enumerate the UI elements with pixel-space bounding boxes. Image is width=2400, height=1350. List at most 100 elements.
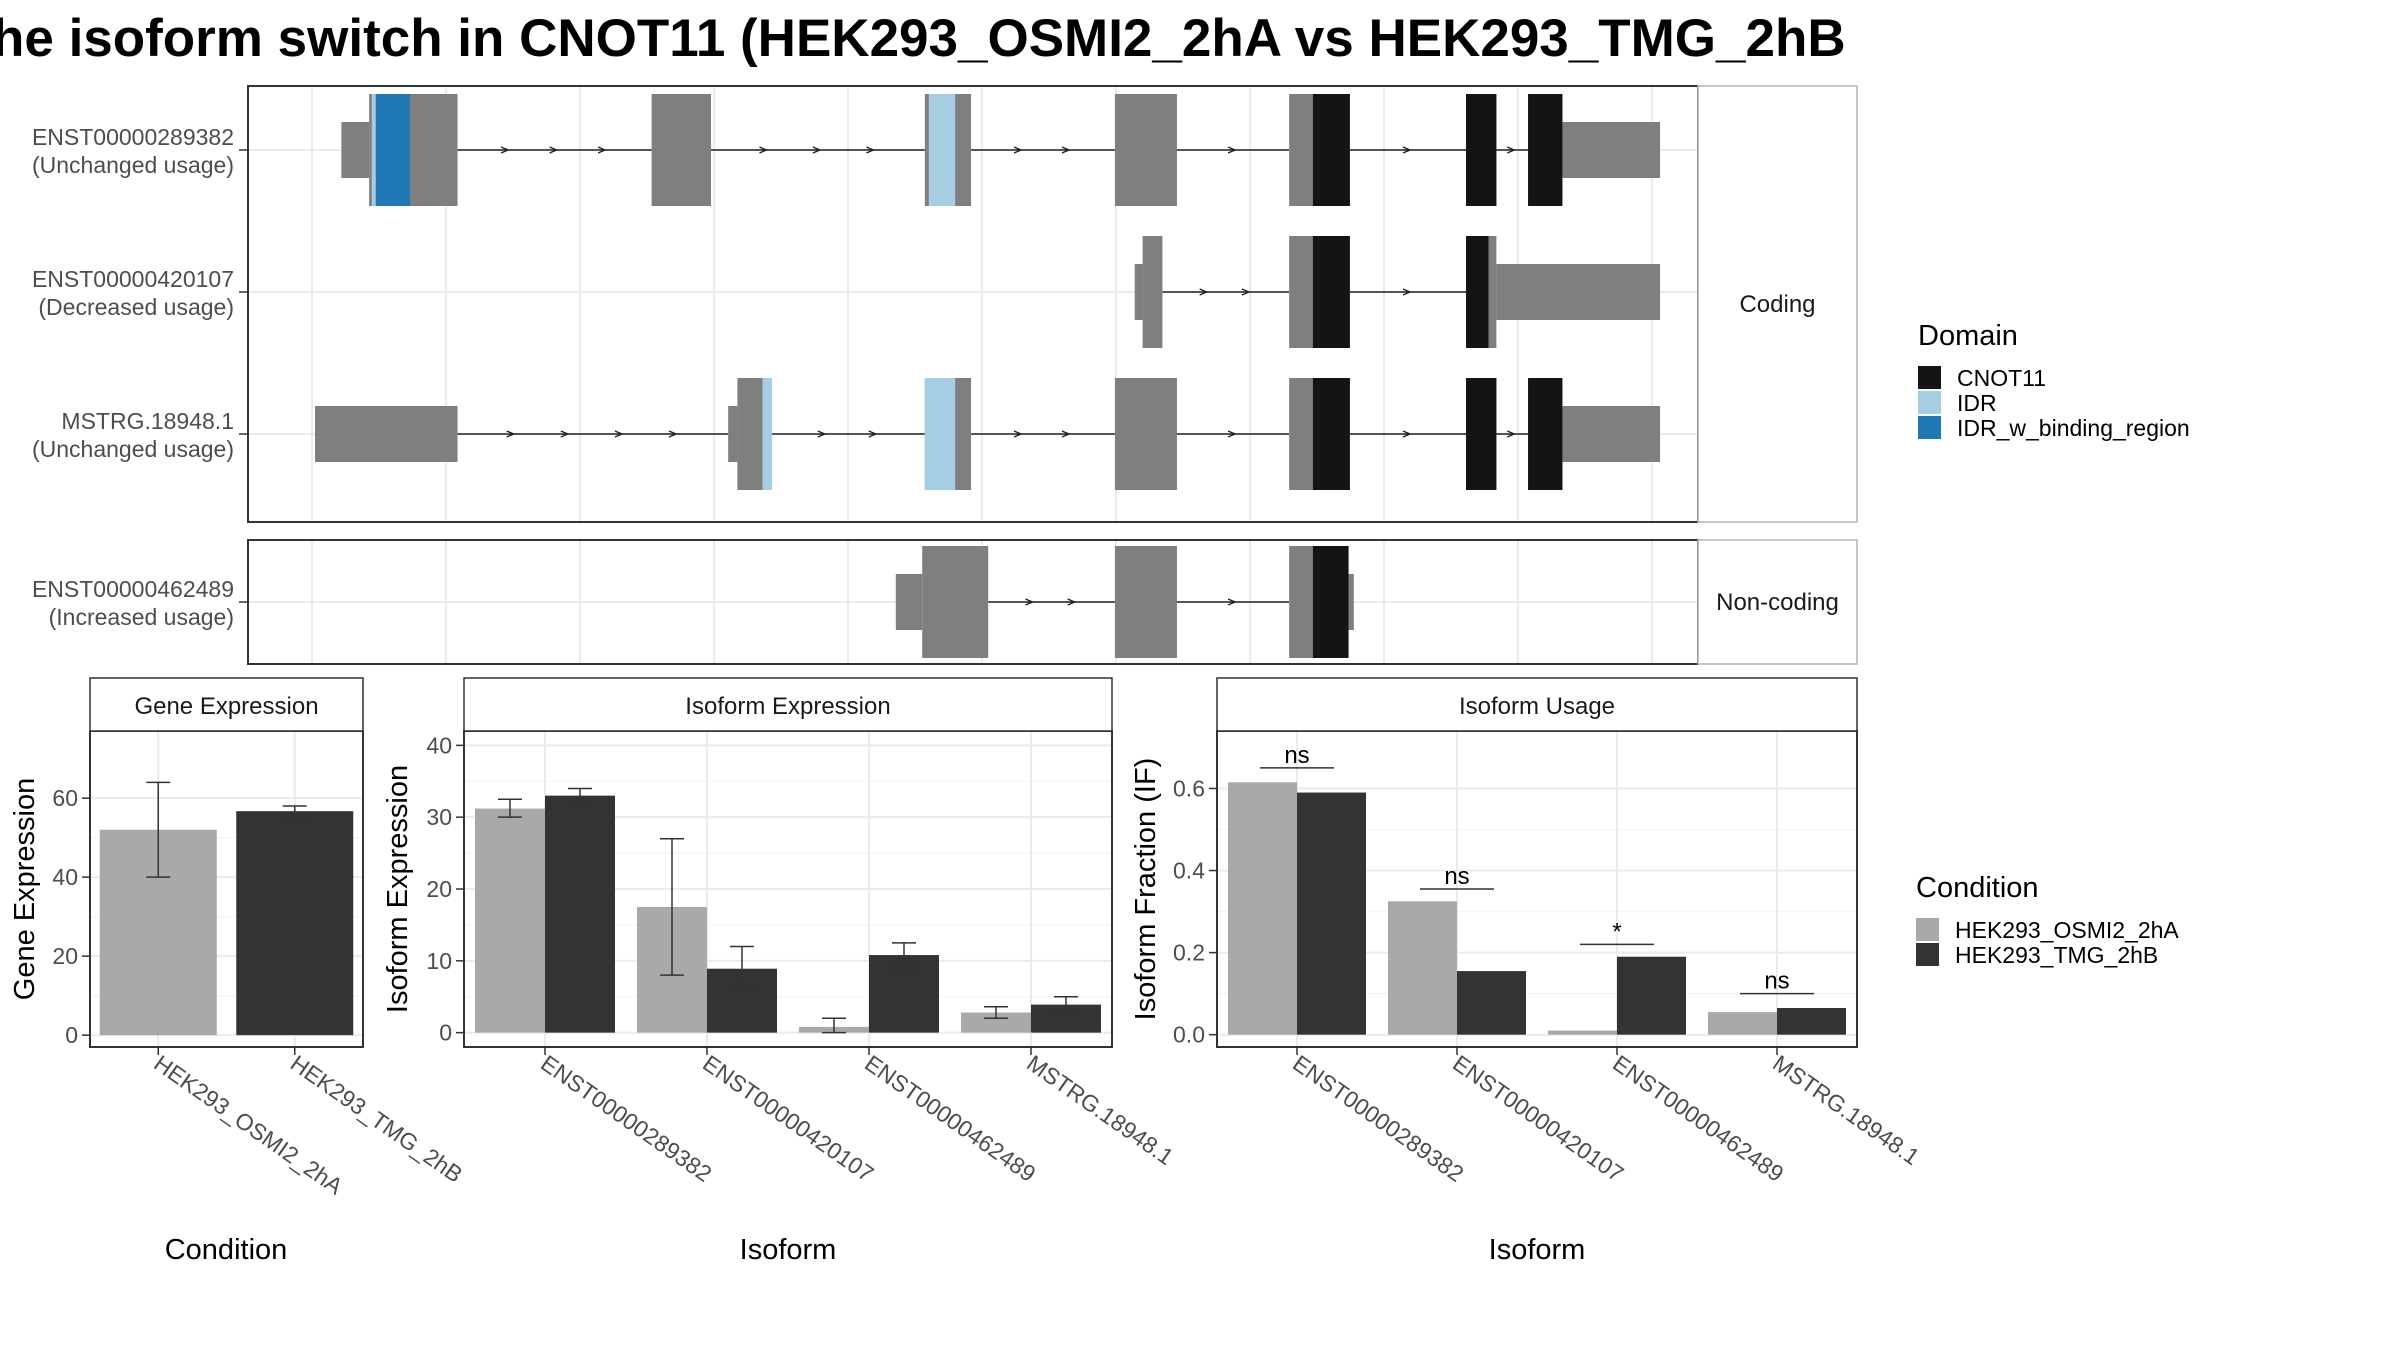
utr-exon	[1562, 406, 1661, 462]
transcript-id-label: MSTRG.18948.1	[61, 408, 234, 434]
intron-arrow	[866, 146, 876, 154]
significance-label: ns	[1444, 863, 1469, 890]
bar-chart-panel: ns ns * ns Isoform Usage 0.0 0.2 0.4 0.6 ENST0000…	[1130, 677, 1924, 1266]
y-tick-label: 20	[426, 876, 452, 902]
y-tick-label: 10	[426, 948, 452, 974]
y-tick-label: 40	[426, 732, 452, 758]
intron-arrow	[1013, 146, 1023, 154]
x-tick-label: ENST00000462489	[860, 1050, 1040, 1187]
utr-exon	[728, 406, 738, 462]
y-tick-label: 0	[65, 1022, 78, 1048]
coding-exon	[1114, 378, 1177, 490]
bar-chart-panel: Isoform Expression 0 10 20 30 40 ENST000002893…	[382, 677, 1178, 1266]
intron-arrow	[868, 430, 878, 438]
utr-exon	[341, 122, 370, 178]
y-axis-title: Isoform Expression	[382, 765, 414, 1013]
intron-arrow	[1061, 430, 1071, 438]
x-tick-label: MSTRG.18948.1	[1768, 1050, 1924, 1170]
intron-arrow	[1227, 598, 1237, 606]
bar-panel-title: Isoform Expression	[685, 693, 890, 720]
utr-exon	[1496, 264, 1661, 320]
utr-exon	[1348, 574, 1354, 630]
y-axis-title: Gene Expression	[9, 778, 41, 1000]
y-axis-title: Isoform Fraction (IF)	[1130, 758, 1162, 1021]
facet-panel-bg	[248, 86, 1698, 522]
domain-block	[1312, 94, 1350, 206]
y-tick-label: 60	[52, 785, 78, 811]
condition-legend-label: HEK293_TMG_2hB	[1955, 942, 2158, 968]
domain-legend-key	[1918, 391, 1941, 414]
intron-arrow	[1013, 430, 1023, 438]
structure-facet: Coding	[247, 85, 1858, 523]
transcript-track	[895, 546, 1354, 658]
domain-legend-key	[1918, 366, 1941, 389]
y-tick-label: 0.6	[1173, 775, 1205, 801]
structure-facet: Non-coding	[247, 539, 1858, 665]
transcript-usage-label: (Unchanged usage)	[32, 152, 234, 178]
domain-block	[1312, 546, 1349, 658]
condition-legend-key	[1916, 918, 1939, 941]
facet-strip	[1697, 85, 1858, 523]
x-axis-title: Isoform	[740, 1234, 837, 1266]
facet-strip-label: Non-coding	[1716, 589, 1839, 616]
facet-strip-label: Coding	[1739, 291, 1815, 318]
y-tick-label: 0.0	[1173, 1022, 1205, 1048]
intron-arrow	[500, 146, 510, 154]
utr-exon	[315, 406, 458, 462]
intron-arrow	[1067, 598, 1077, 606]
domain-legend-key	[1918, 416, 1941, 439]
intron-arrow	[817, 430, 827, 438]
intron-arrow	[759, 146, 769, 154]
significance-label: *	[1612, 918, 1621, 945]
domain-legend-title: Domain	[1918, 320, 2018, 352]
domain-block	[1528, 94, 1563, 206]
expression-bar-panels: Gene Expression0204060HEK293_OSMI2_2hAHE…	[9, 677, 1924, 1266]
transcript-track	[341, 94, 1661, 206]
bar-panel-strip	[89, 677, 364, 732]
intron-arrow	[1506, 146, 1517, 154]
condition-legend-label: HEK293_OSMI2_2hA	[1955, 917, 2179, 943]
y-tick-label: 0.2	[1173, 940, 1205, 966]
intron-arrow	[1227, 146, 1237, 154]
y-tick-label: 30	[426, 804, 452, 830]
intron-arrow	[1061, 146, 1071, 154]
intron-arrow	[597, 146, 607, 154]
intron-arrow	[560, 430, 570, 438]
transcript-track	[1134, 236, 1661, 348]
domain-block	[371, 94, 376, 206]
bar	[1617, 956, 1686, 1035]
intron-arrow	[1241, 288, 1251, 296]
intron-arrow	[1402, 430, 1412, 438]
intron-arrow	[1227, 430, 1237, 438]
domain-legend-label: CNOT11	[1957, 365, 2046, 391]
bar	[1777, 1008, 1846, 1035]
bar-panel-strip	[463, 677, 1113, 732]
intron-arrow	[1506, 430, 1517, 438]
bar	[1297, 792, 1366, 1035]
domain-block	[1466, 236, 1489, 348]
transcript-usage-label: (Increased usage)	[49, 604, 234, 630]
intron-arrow	[1199, 288, 1209, 296]
utr-exon	[1562, 122, 1661, 178]
x-tick-label: ENST00000420107	[698, 1050, 878, 1187]
bar	[1457, 971, 1526, 1035]
domain-block	[1466, 94, 1497, 206]
y-tick-label: 40	[52, 864, 78, 890]
transcript-id-label: ENST00000462489	[32, 576, 234, 602]
figure-title: he isoform switch in CNOT11 (HEK293_OSMI…	[0, 9, 1846, 68]
bar	[545, 795, 615, 1033]
transcript-usage-label: (Unchanged usage)	[32, 436, 234, 462]
intron-arrow	[812, 146, 822, 154]
domain-block	[928, 94, 956, 206]
utr-exon	[895, 574, 923, 630]
bar	[475, 808, 545, 1033]
bar	[1708, 1012, 1777, 1035]
bar-panel-strip	[1216, 677, 1858, 732]
utr-exon	[1134, 264, 1143, 320]
domain-block	[924, 378, 956, 490]
bar-panel-title: Gene Expression	[134, 693, 318, 720]
condition-legend-title: Condition	[1916, 872, 2039, 904]
coding-exon	[1114, 546, 1177, 658]
